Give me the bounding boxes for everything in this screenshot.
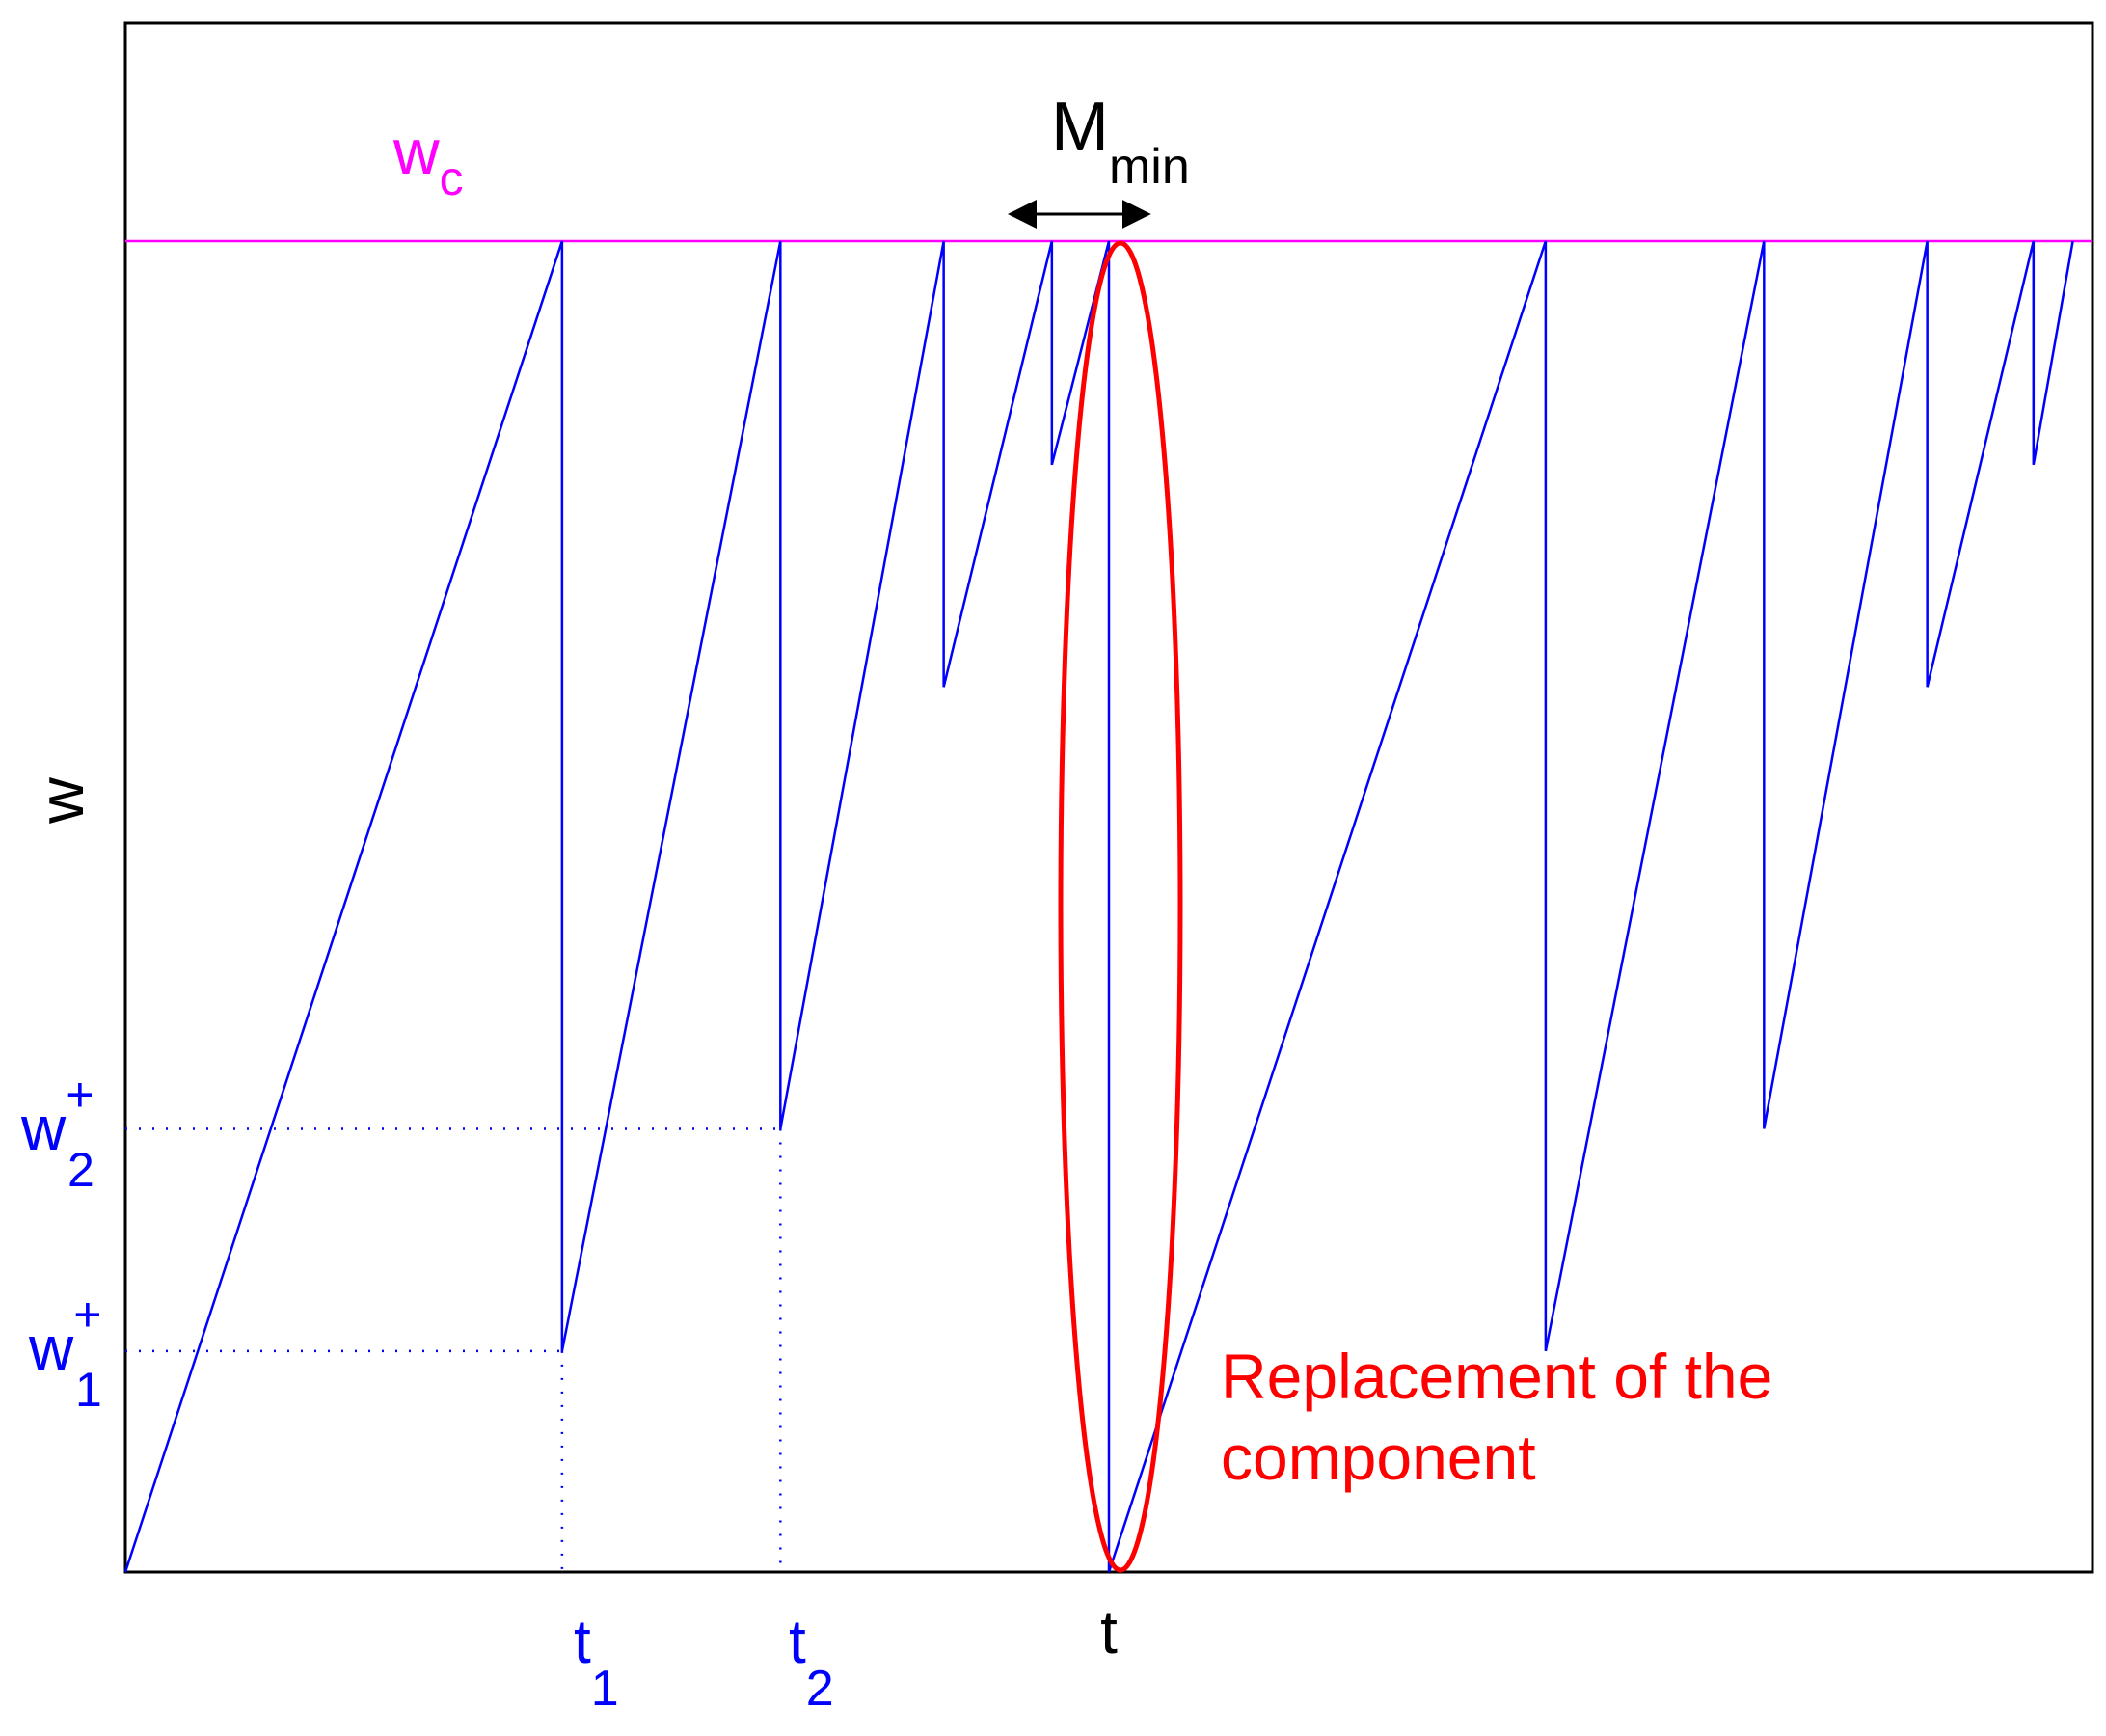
t1-label-sub: 1 (591, 1661, 619, 1717)
w1-plus-label-main: w (28, 1314, 74, 1383)
t1-label-main: t (574, 1607, 591, 1676)
threshold-label: wc (392, 116, 464, 205)
t2-label: t2 (789, 1607, 834, 1717)
replacement-annotation-line-2: component (1221, 1422, 1536, 1493)
t2-label-sub: 2 (806, 1661, 834, 1717)
w1-plus-label-sup: + (73, 1288, 101, 1342)
threshold-label-main: w (392, 116, 440, 187)
w1-plus-label-sub: 1 (75, 1363, 102, 1417)
replacement-annotation-line-1: Replacement of the (1221, 1341, 1772, 1412)
mmin-label-main: M (1051, 89, 1109, 166)
guide-lines (125, 1127, 782, 1572)
w1-plus-label: w+ 1 (28, 1288, 102, 1417)
replacement-annotation: Replacement of the component (1221, 1341, 1791, 1493)
y-axis-label: w (25, 777, 96, 825)
t2-label-main: t (789, 1607, 806, 1676)
threshold-label-sub: c (440, 151, 464, 205)
w2-plus-label: w+ 2 (20, 1068, 94, 1197)
w2-plus-label-sub: 2 (68, 1143, 94, 1197)
w2-plus-label-sup: + (66, 1068, 94, 1122)
mmin-label: Mmin (1051, 89, 1190, 195)
replacement-ellipse (1058, 240, 1183, 1573)
t1-label: t1 (574, 1607, 619, 1717)
mmin-label-sub: min (1109, 139, 1190, 195)
t-label: t (1100, 1597, 1118, 1667)
wear-series-line (123, 240, 2074, 1573)
w2-plus-label-main: w (20, 1094, 67, 1163)
